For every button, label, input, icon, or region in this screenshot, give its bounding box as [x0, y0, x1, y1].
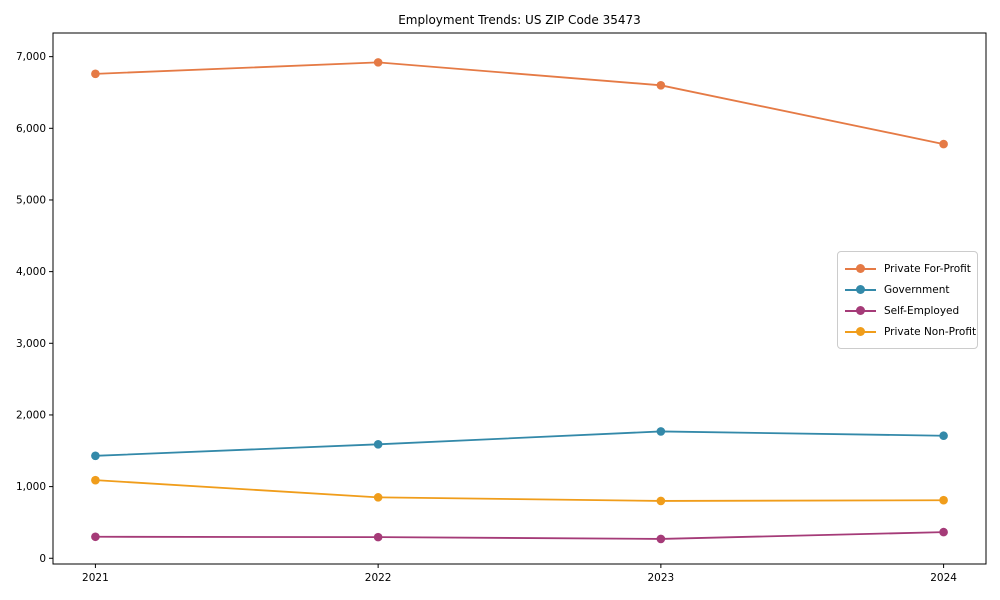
axes-box: [52, 32, 987, 565]
series-marker-private-for-profit: [656, 81, 666, 90]
series-marker-government: [373, 440, 383, 449]
legend-marker-icon: [845, 263, 876, 274]
legend-marker-icon: [845, 326, 876, 337]
series-marker-private-non-profit: [656, 496, 666, 506]
series-marker-self-employed: [91, 532, 100, 542]
series-line-private-for-profit: [94, 61, 945, 145]
y-tick-label: 1,000: [16, 481, 46, 493]
y-tick-label: 5,000: [16, 194, 46, 206]
series-marker-private-non-profit: [939, 495, 948, 505]
legend-label: Private Non-Profit: [884, 325, 977, 338]
series-marker-private-for-profit: [939, 139, 948, 149]
legend-item-government: Government: [845, 279, 968, 300]
y-tick-label: 4,000: [16, 266, 46, 278]
legend-marker-icon: [845, 284, 876, 295]
series-marker-government: [656, 427, 666, 436]
series-line-self-employed: [94, 531, 945, 540]
legend-marker-icon: [845, 305, 876, 316]
chart-title: Employment Trends: US ZIP Code 35473: [398, 13, 641, 27]
series-marker-private-non-profit: [373, 493, 383, 502]
x-tick-label: 2021: [82, 572, 109, 584]
series-marker-self-employed: [373, 532, 383, 542]
y-tick-label: 0: [39, 553, 46, 565]
legend-item-self-employed: Self-Employed: [845, 300, 968, 321]
series-marker-private-for-profit: [373, 58, 383, 67]
y-tick-label: 7,000: [16, 51, 46, 63]
series-marker-self-employed: [939, 527, 948, 537]
series-marker-government: [939, 431, 948, 441]
legend-item-private-for-profit: Private For-Profit: [845, 258, 971, 279]
legend-item-private-non-profit: Private Non-Profit: [845, 321, 976, 342]
legend-label: Government: [884, 283, 950, 296]
y-tick-label: 6,000: [16, 123, 46, 135]
x-tick-label: 2023: [647, 572, 674, 584]
series-marker-private-non-profit: [91, 475, 100, 485]
series-marker-self-employed: [656, 534, 666, 544]
series-line-government: [94, 430, 945, 457]
x-tick-label: 2022: [365, 572, 392, 584]
y-tick-label: 2,000: [16, 409, 46, 421]
legend-label: Self-Employed: [884, 304, 960, 317]
legend-label: Private For-Profit: [884, 262, 971, 275]
legend: Private For-Profit Government Self-Emplo…: [837, 251, 978, 349]
x-tick-label: 2024: [930, 572, 957, 584]
series-marker-government: [91, 451, 100, 461]
series-line-private-non-profit: [94, 479, 945, 502]
series-marker-private-for-profit: [91, 69, 100, 79]
y-tick-label: 3,000: [16, 338, 46, 350]
